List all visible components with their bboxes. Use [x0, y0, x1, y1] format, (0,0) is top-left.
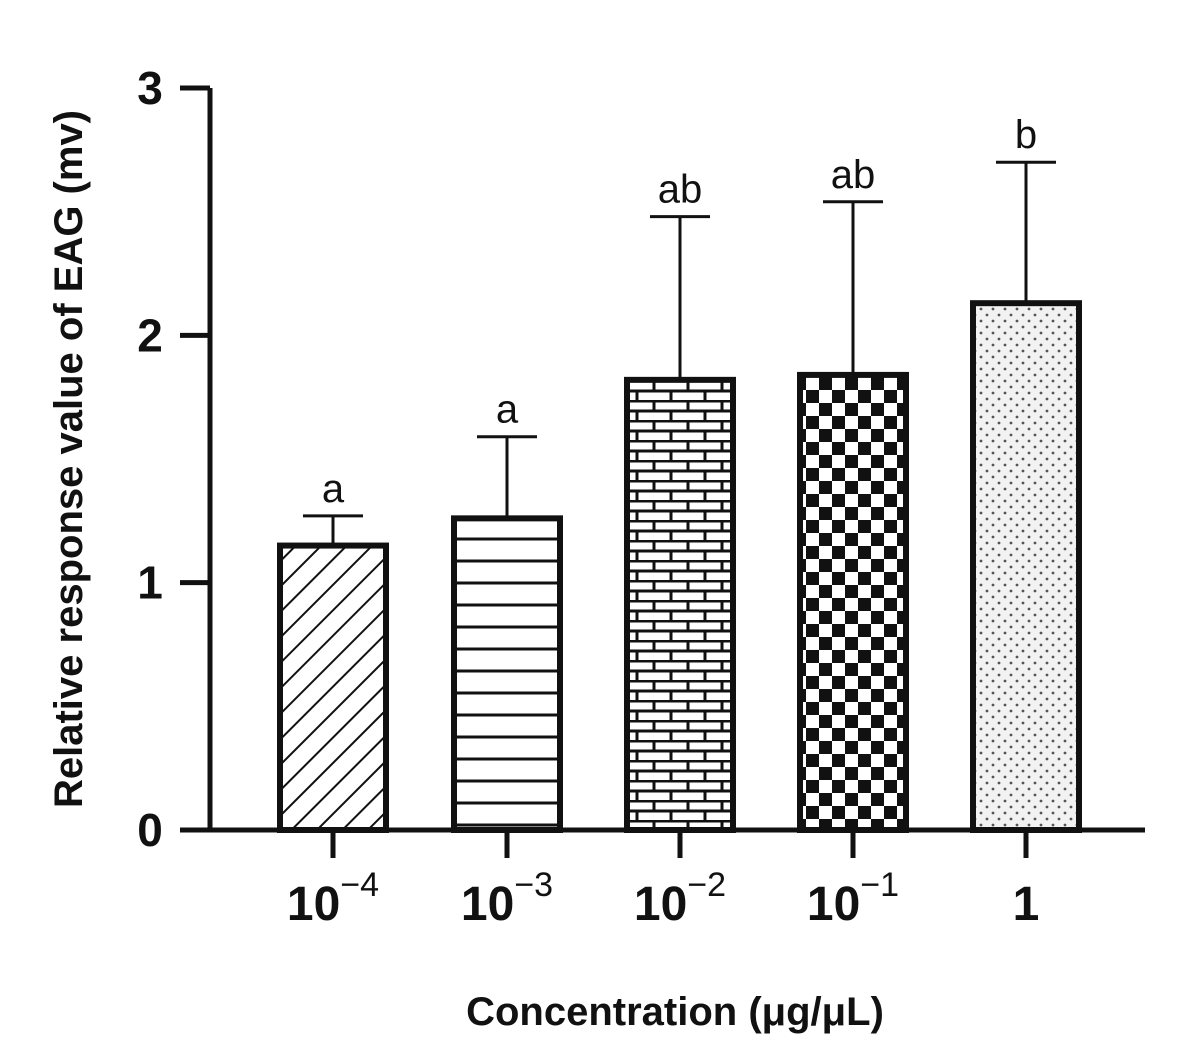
- bar: [970, 300, 1082, 833]
- significance-letter: ab: [831, 153, 876, 197]
- x-tick-exponent: −4: [340, 866, 379, 904]
- error-bars: [303, 160, 1056, 546]
- x-tick-base: 10: [287, 878, 340, 931]
- significance-letter: a: [322, 467, 345, 511]
- bars: [277, 300, 1082, 833]
- x-ticks: 10−4 10−3 10−2 10−1 1: [287, 830, 1039, 931]
- bar: [797, 371, 909, 833]
- significance-letter: b: [1015, 113, 1037, 157]
- y-tick-label: 1: [137, 557, 163, 609]
- x-tick-base: 10: [461, 878, 514, 931]
- significance-labels: a a ab ab b: [322, 113, 1037, 511]
- x-tick-exponent: −3: [514, 866, 553, 904]
- x-tick-exponent: −2: [687, 866, 726, 904]
- x-tick-exponent: −1: [860, 866, 899, 904]
- y-ticks: 0 1 2 3: [137, 62, 210, 856]
- x-tick-base: 10: [634, 878, 687, 931]
- x-tick-label: 10−1: [807, 866, 899, 931]
- y-tick-label: 3: [137, 62, 163, 114]
- x-tick-label: 10−2: [634, 866, 726, 931]
- y-tick-label: 2: [137, 309, 163, 361]
- x-tick-label: 1: [1013, 878, 1040, 931]
- significance-letter: ab: [658, 168, 703, 212]
- x-axis-title: Concentration (μg/μL): [466, 990, 884, 1034]
- x-tick-label: 10−4: [287, 866, 379, 931]
- x-tick-base: 1: [1013, 878, 1040, 931]
- bar: [624, 376, 736, 833]
- y-tick-label: 0: [137, 804, 163, 856]
- significance-letter: a: [496, 388, 519, 432]
- bar: [277, 542, 389, 833]
- x-tick-base: 10: [807, 878, 860, 931]
- y-axis-title: Relative response value of EAG (mv): [47, 110, 91, 808]
- x-tick-label: 10−3: [461, 866, 553, 931]
- bar: [451, 515, 563, 833]
